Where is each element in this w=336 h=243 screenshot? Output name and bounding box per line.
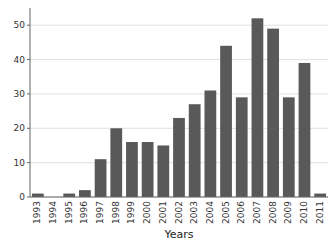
x-tick-label: 2011: [315, 201, 325, 224]
x-tick-label: 2008: [268, 201, 278, 224]
grid-line: [30, 59, 328, 60]
x-tick-label: 2002: [174, 201, 184, 224]
bar: [252, 18, 264, 197]
bar: [157, 145, 169, 197]
y-tick-label: 50: [14, 20, 26, 30]
x-tick-label: 1993: [32, 201, 42, 224]
x-tick-label: 2007: [252, 201, 262, 224]
bar: [173, 118, 185, 197]
x-axis: 1993 1994 1995 1996 1997 1998 1999 2000 2001 2002…: [30, 197, 328, 224]
grid-line: [30, 93, 328, 94]
x-tick-label: 1996: [79, 201, 89, 224]
bar: [126, 142, 138, 197]
x-tick-label: 2009: [283, 201, 293, 224]
bar: [142, 142, 154, 197]
bar: [110, 128, 122, 197]
y-tick-label: 10: [14, 158, 26, 168]
y-tick-label: 0: [19, 192, 25, 202]
x-tick-label: 2006: [236, 201, 246, 224]
bar: [299, 63, 311, 197]
grid-line: [30, 25, 328, 26]
x-tick-label: 1994: [48, 201, 58, 224]
x-tick-label: 1995: [64, 201, 74, 224]
bar: [79, 190, 91, 197]
x-tick-label: 1999: [126, 201, 136, 224]
x-tick-label: 2005: [221, 201, 231, 224]
bar: [267, 29, 279, 197]
bar: [204, 90, 216, 197]
bar: [314, 194, 326, 197]
bar: [220, 46, 232, 197]
x-tick-label: 2001: [158, 201, 168, 224]
bar: [32, 194, 44, 197]
bars: [32, 18, 326, 197]
x-tick-label: 2004: [205, 201, 215, 224]
x-tick-label: 1997: [95, 201, 105, 224]
x-axis-label: Years: [163, 228, 193, 241]
y-tick-label: 40: [14, 55, 26, 65]
y-axis: 0 10 20 30 40 50: [14, 8, 30, 202]
x-tick-label: 1998: [111, 201, 121, 224]
y-tick-label: 20: [14, 123, 26, 133]
x-tick-label: 2003: [189, 201, 199, 224]
grid-line: [30, 197, 328, 198]
bar: [63, 194, 75, 197]
bar: [95, 159, 107, 197]
x-axis-line: [30, 197, 328, 198]
y-axis-line: [30, 8, 31, 197]
bar: [189, 104, 201, 197]
x-tick-label: 2010: [299, 201, 309, 224]
bar: [236, 97, 248, 197]
chart-container: 0 10 20 30 40 50 1993 1994 1995 1996 1997 1998 1999 2…: [0, 0, 336, 243]
grid: [30, 25, 328, 197]
chart-svg: 0 10 20 30 40 50 1993 1994 1995 1996 1997 1998 1999 2…: [0, 0, 336, 243]
x-tick-label: 2000: [142, 201, 152, 224]
bar: [283, 97, 295, 197]
y-tick-label: 30: [14, 89, 26, 99]
